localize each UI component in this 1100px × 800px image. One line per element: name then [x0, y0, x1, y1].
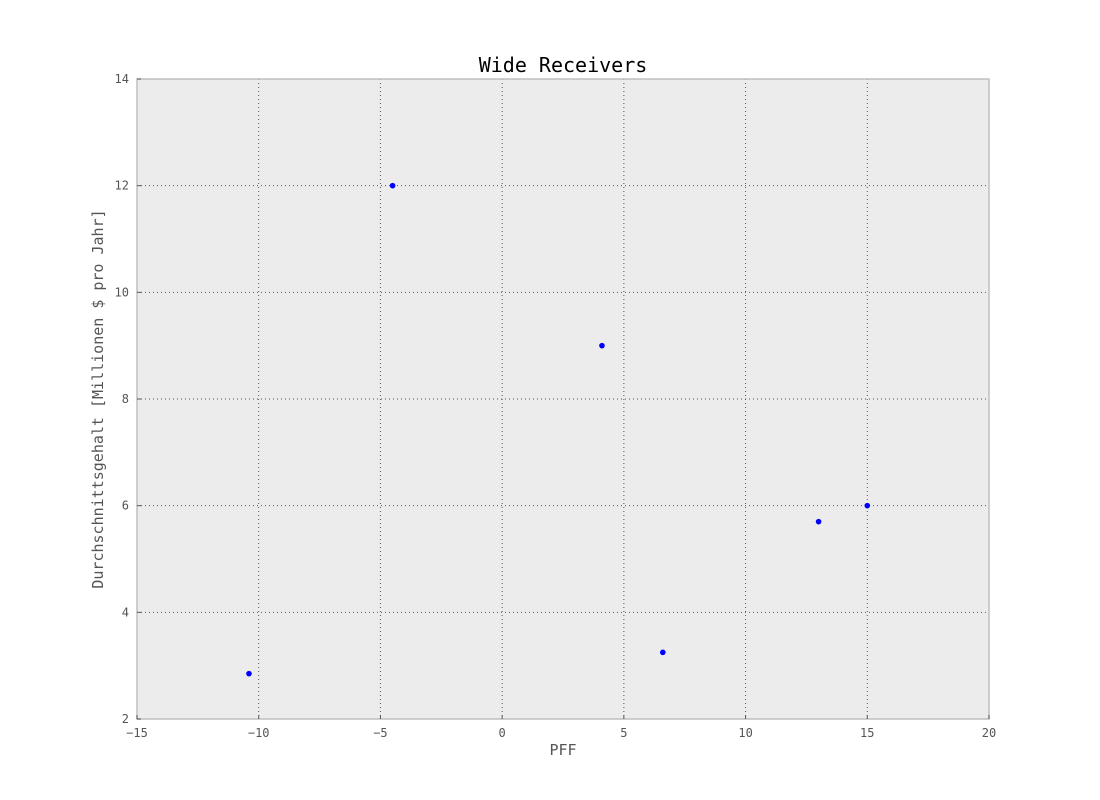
- x-tick-label: −5: [373, 726, 387, 740]
- x-tick-label: 20: [982, 726, 996, 740]
- data-point: [599, 342, 605, 349]
- y-tick-label: 2: [122, 712, 129, 726]
- y-tick-label: 4: [122, 605, 129, 619]
- x-axis-label: PFF: [549, 741, 576, 759]
- grid-lines: [137, 79, 989, 719]
- y-tick-label: 10: [115, 285, 129, 299]
- axis-ticks: −15 −10 −5 0 5 10 15 20 2 4 6 8 10 12 14: [115, 72, 997, 740]
- data-points: [246, 182, 871, 677]
- data-point: [389, 182, 396, 189]
- y-tick-label: 14: [115, 72, 129, 86]
- x-tick-label: 15: [860, 726, 874, 740]
- y-tick-label: 6: [122, 499, 129, 513]
- data-point: [864, 502, 871, 509]
- x-tick-label: −10: [248, 726, 270, 740]
- x-tick-label: −15: [126, 726, 148, 740]
- x-tick-label: 0: [499, 726, 506, 740]
- chart-title: Wide Receivers: [479, 53, 648, 77]
- x-tick-label: 10: [738, 726, 752, 740]
- y-tick-label: 8: [122, 392, 129, 406]
- y-tick-label: 12: [115, 179, 129, 193]
- plot-area: [137, 79, 989, 719]
- y-axis-label: Durchschnittsgehalt [Millionen $ pro Jah…: [89, 209, 107, 588]
- data-point: [815, 518, 822, 525]
- x-tick-label: 5: [620, 726, 627, 740]
- data-point: [246, 670, 252, 677]
- data-point: [660, 649, 666, 656]
